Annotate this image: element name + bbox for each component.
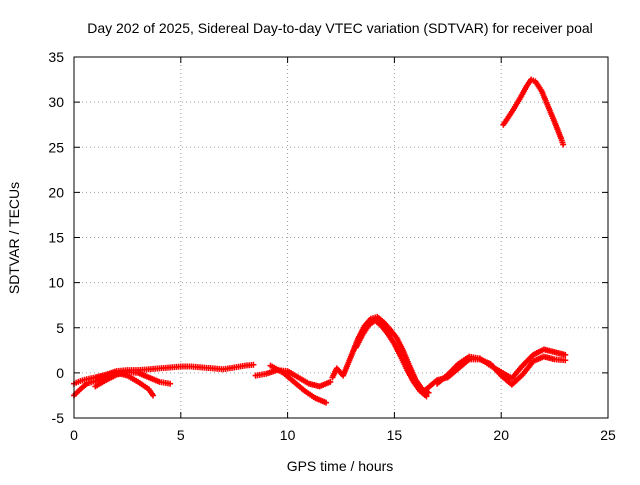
series-segment-high <box>500 76 567 148</box>
y-axis-label: SDTVAR / TECUs <box>6 182 22 294</box>
y-tick-label: -5 <box>52 410 65 426</box>
series-segment-early-branch <box>92 368 174 390</box>
series-segment-rise-lower <box>352 317 430 400</box>
y-tick-label: 10 <box>48 275 64 291</box>
y-tick-label: 30 <box>48 94 64 110</box>
x-tick-label: 5 <box>177 427 185 443</box>
y-tick-label: 15 <box>48 230 64 246</box>
data-point-markers <box>434 346 569 387</box>
y-tick-label: 20 <box>48 184 64 200</box>
axis-ticks: 0 5 10 15 20 25 -5 0 5 10 15 20 25 30 35 <box>48 49 616 443</box>
y-tick-label: 25 <box>48 139 64 155</box>
x-tick-label: 10 <box>280 427 296 443</box>
data-point-markers <box>352 317 430 400</box>
y-tick-label: 0 <box>56 365 64 381</box>
x-tick-label: 20 <box>493 427 509 443</box>
series-segment-mid-lower <box>267 362 330 406</box>
y-tick-label: 35 <box>48 49 64 65</box>
x-tick-label: 15 <box>387 427 403 443</box>
data-point-markers <box>92 368 174 390</box>
series-segment-late-upper <box>434 346 569 387</box>
chart-title: Day 202 of 2025, Sidereal Day-to-day VTE… <box>87 20 593 36</box>
data-points <box>71 76 569 406</box>
data-point-markers <box>500 76 567 148</box>
x-tick-label: 0 <box>70 427 78 443</box>
x-axis-label: GPS time / hours <box>287 458 394 474</box>
y-tick-label: 5 <box>56 320 64 336</box>
data-point-markers <box>267 362 330 406</box>
x-tick-label: 25 <box>600 427 616 443</box>
